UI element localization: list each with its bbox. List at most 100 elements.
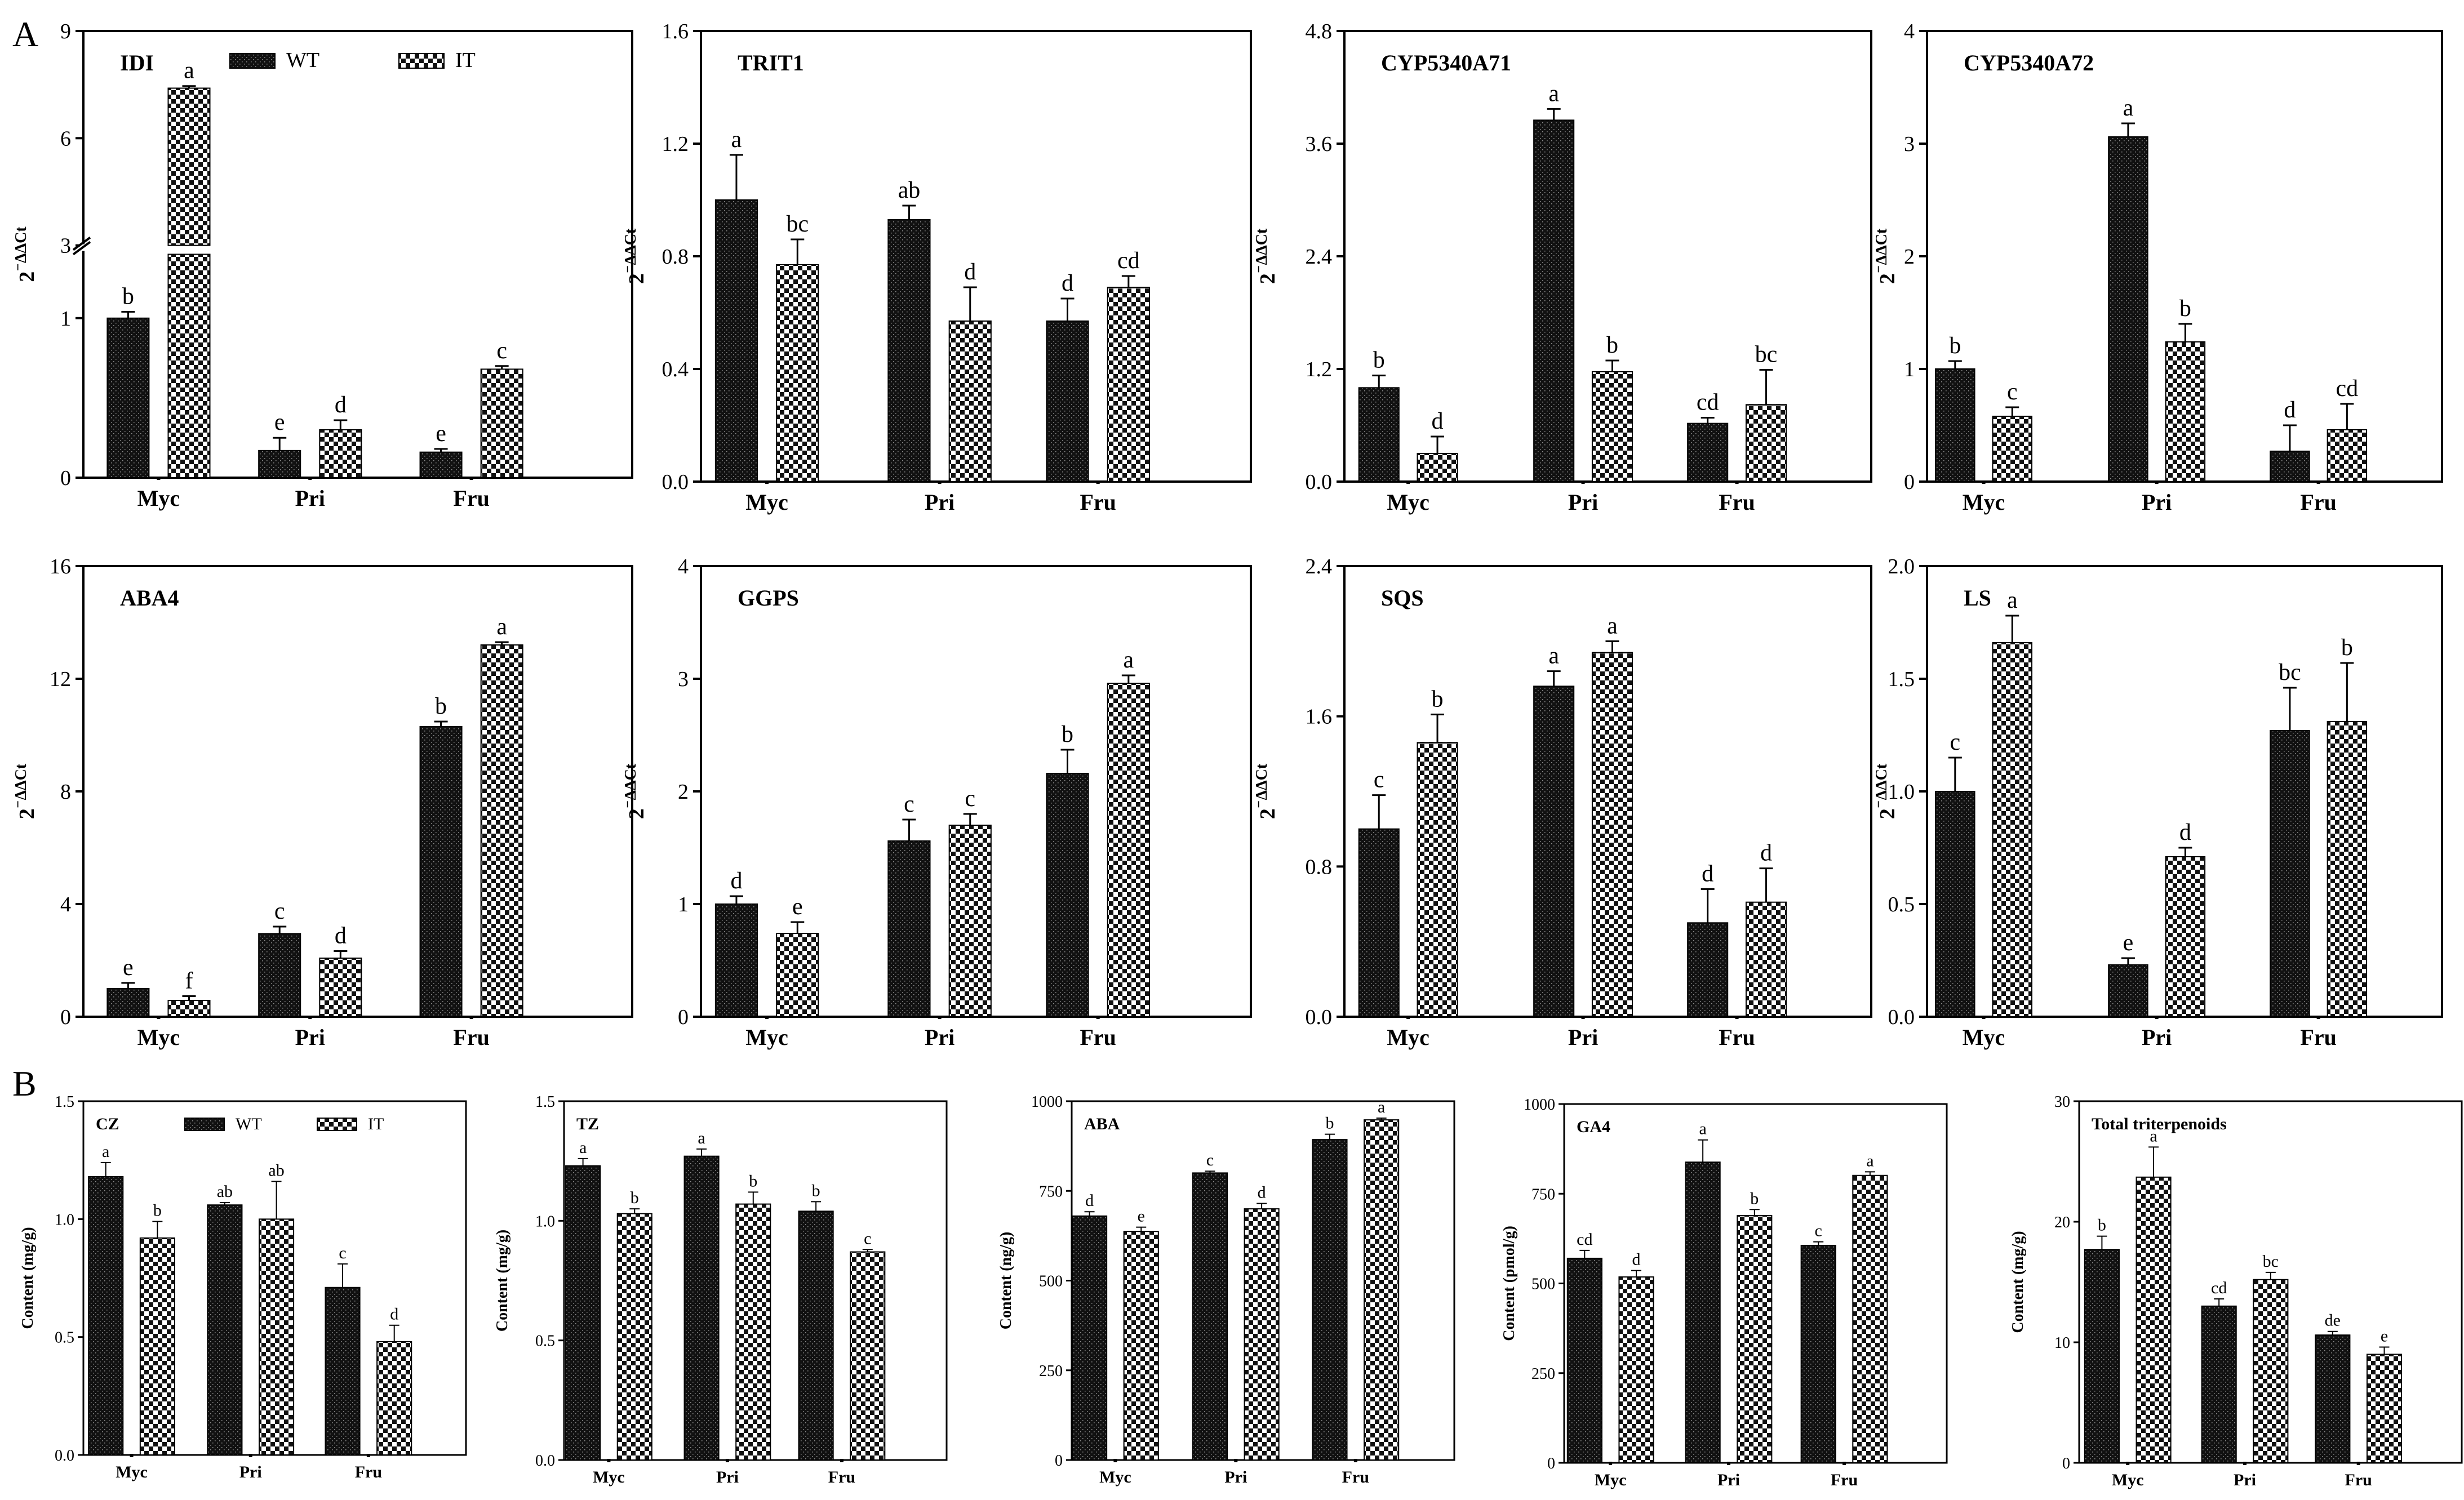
x-category-label: Fru <box>453 1025 489 1050</box>
bar-it <box>1618 1276 1654 1463</box>
bar-wt <box>1312 1139 1348 1461</box>
bar-it <box>948 825 992 1017</box>
significance-letter: a <box>1378 1098 1385 1116</box>
y-axis-label: 2⁻ΔΔCt <box>1253 763 1280 819</box>
chart-title: CZ <box>96 1115 119 1133</box>
bar-it <box>735 1203 771 1461</box>
significance-letter: ab <box>268 1161 284 1179</box>
plot-frame <box>82 565 633 1018</box>
significance-letter: f <box>185 968 193 994</box>
significance-letter: c <box>904 791 914 817</box>
significance-letter: c <box>1374 767 1384 793</box>
x-tick <box>1406 480 1410 484</box>
significance-letter: c <box>2007 379 2018 405</box>
x-category-label: Pri <box>239 1463 262 1481</box>
legend-label-wt: WT <box>236 1115 262 1133</box>
y-axis-label: Content (ng/g) <box>997 1232 1015 1329</box>
legend-label-it: IT <box>455 48 476 72</box>
bar-wt <box>1533 686 1575 1018</box>
x-tick <box>469 1016 473 1019</box>
y-tick-label: 0.4 <box>662 358 689 381</box>
significance-letter: c <box>1815 1222 1822 1240</box>
y-tick-label: 500 <box>1039 1273 1063 1290</box>
bar-it <box>616 1213 652 1461</box>
bar-it <box>2165 856 2206 1017</box>
x-category-label: Fru <box>453 486 489 511</box>
significance-letter: bc <box>2279 660 2301 686</box>
y-tick-label: 0.0 <box>1306 470 1333 494</box>
y-tick-label: 0.8 <box>1306 855 1333 879</box>
y-tick-label: 1.2 <box>662 132 689 156</box>
significance-letter: d <box>730 868 742 894</box>
chart-total-triterpenoids: 0 10 20 30 Content (mg/g) Total triterpenoids… <box>2009 1093 2463 1489</box>
y-tick-label: 0.0 <box>662 470 689 494</box>
bar-wt <box>1192 1172 1228 1461</box>
y-tick-label: 1.5 <box>1888 667 1915 691</box>
x-tick <box>157 1016 161 1019</box>
significance-letter: b <box>631 1189 639 1207</box>
bar-it <box>850 1251 886 1461</box>
x-category-label: Fru <box>2300 1025 2336 1050</box>
chart-title: TZ <box>576 1115 599 1133</box>
bar-it <box>319 429 362 478</box>
significance-letter: c <box>864 1229 871 1248</box>
y-axis-label: Content (mg/g) <box>494 1230 511 1332</box>
significance-letter: b <box>1750 1189 1759 1208</box>
x-category-label: Fru <box>1719 489 1755 515</box>
bar-it-upper <box>167 87 211 246</box>
bar-wt <box>798 1210 834 1461</box>
significance-letter: bc <box>2263 1252 2279 1271</box>
y-axis-label: 2⁻ΔΔCt <box>12 763 39 819</box>
chart-title: ABA4 <box>120 585 179 611</box>
significance-letter: b <box>2179 296 2191 322</box>
x-category-label: Fru <box>828 1468 855 1486</box>
bar-it <box>480 368 523 479</box>
bar-wt <box>258 933 301 1017</box>
significance-letter: cd <box>1577 1230 1592 1249</box>
significance-letter: d <box>1062 270 1073 296</box>
bar-wt <box>1358 828 1400 1017</box>
chart-idi: 0 1 3 6 9 2⁻ΔΔCt IDI Myc b a Pri e d Fru e c WT IT <box>12 20 633 511</box>
chart-cyp5340a72: 0 1 2 3 4 2⁻ΔΔCt CYP5340A72 Myc b c Pri a b Fru d cd <box>1873 20 2443 515</box>
significance-letter: a <box>1866 1151 1873 1170</box>
bar-wt <box>1800 1244 1836 1464</box>
chart-aba4: 0 4 8 12 16 2⁻ΔΔCt ABA4 Myc e f Pri c d Fru b a <box>12 555 633 1050</box>
bar-it <box>259 1218 295 1456</box>
x-tick <box>1096 480 1100 484</box>
bar-it <box>1107 287 1150 482</box>
significance-letter: d <box>335 923 347 949</box>
y-axis-label: 2⁻ΔΔCt <box>622 763 649 819</box>
y-tick-label: 1.6 <box>1306 705 1333 729</box>
x-category-label: Myc <box>1963 1025 2005 1050</box>
bar-it <box>167 253 211 478</box>
significance-letter: cd <box>1697 390 1719 416</box>
x-category-label: Fru <box>1080 489 1116 515</box>
y-tick-label: 0 <box>60 1005 71 1029</box>
bar-it <box>319 958 362 1017</box>
x-tick <box>765 1016 769 1019</box>
bar-wt <box>683 1155 720 1461</box>
x-category-label: Pri <box>295 486 325 511</box>
significance-letter: d <box>390 1305 398 1324</box>
chart-title: CYP5340A71 <box>1381 50 1511 75</box>
chart-aba: 0 250 500 750 1000 Content (ng/g) ABA Myc d e Pri c… <box>997 1093 1455 1486</box>
x-category-label: Fru <box>355 1463 382 1481</box>
significance-letter: a <box>731 127 742 153</box>
significance-letter: b <box>1373 348 1385 373</box>
x-tick <box>1609 1462 1613 1465</box>
x-category-label: Pri <box>1717 1471 1740 1489</box>
bar-it <box>1745 901 1787 1017</box>
y-tick-label: 30 <box>2054 1093 2070 1111</box>
x-category-label: Pri <box>2234 1471 2256 1489</box>
axis-break-mark <box>72 237 91 251</box>
bar-wt <box>325 1287 361 1456</box>
bar-it <box>1745 404 1787 482</box>
bar-wt <box>2315 1334 2351 1463</box>
y-tick-label: 0 <box>678 1005 689 1029</box>
y-tick-label: 750 <box>1039 1183 1063 1200</box>
bar-it <box>2327 429 2368 482</box>
significance-letter: b <box>812 1181 820 1200</box>
